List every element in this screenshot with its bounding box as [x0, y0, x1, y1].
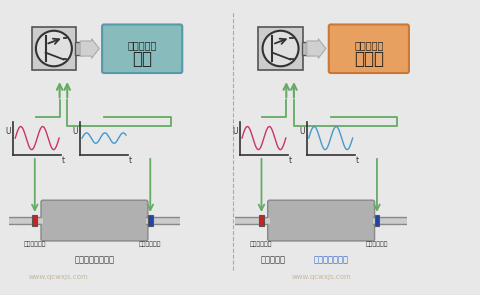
FancyBboxPatch shape [329, 24, 409, 73]
Circle shape [263, 31, 299, 66]
Text: 下游氧传感器: 下游氧传感器 [139, 242, 162, 248]
Text: 不正常: 不正常 [354, 50, 384, 68]
Text: 汽车维修技术网: 汽车维修技术网 [313, 255, 348, 264]
FancyArrow shape [307, 39, 326, 58]
Text: t: t [129, 156, 132, 165]
Text: U: U [232, 127, 238, 135]
Text: 上游氧传感器: 上游氧传感器 [250, 242, 273, 248]
FancyBboxPatch shape [259, 215, 264, 226]
Text: 正常的三元催化器: 正常的三元催化器 [74, 255, 114, 264]
FancyBboxPatch shape [268, 200, 374, 241]
Text: 正常: 正常 [132, 50, 152, 68]
Text: 三元催化器: 三元催化器 [354, 40, 384, 50]
Text: t: t [288, 156, 292, 165]
Text: U: U [72, 127, 78, 135]
FancyBboxPatch shape [148, 215, 153, 226]
Text: www.qcwxjs.com: www.qcwxjs.com [29, 274, 88, 280]
Text: 下游氧传感器: 下游氧传感器 [366, 242, 388, 248]
FancyBboxPatch shape [75, 42, 82, 55]
Text: 三元催化器: 三元催化器 [128, 40, 157, 50]
FancyArrow shape [80, 39, 99, 58]
Text: 有故障的三: 有故障的三 [261, 255, 286, 264]
Text: t: t [356, 156, 359, 165]
FancyBboxPatch shape [102, 24, 182, 73]
Text: 上游氧传感器: 上游氧传感器 [24, 242, 46, 248]
Text: t: t [62, 156, 65, 165]
Circle shape [36, 31, 72, 66]
Text: U: U [5, 127, 11, 135]
FancyBboxPatch shape [41, 200, 148, 241]
FancyBboxPatch shape [33, 215, 37, 226]
FancyBboxPatch shape [374, 215, 379, 226]
FancyBboxPatch shape [32, 27, 76, 71]
FancyBboxPatch shape [258, 27, 303, 71]
Text: www.qcwxjs.com: www.qcwxjs.com [291, 274, 351, 280]
Text: U: U [299, 127, 304, 135]
FancyBboxPatch shape [302, 42, 308, 55]
